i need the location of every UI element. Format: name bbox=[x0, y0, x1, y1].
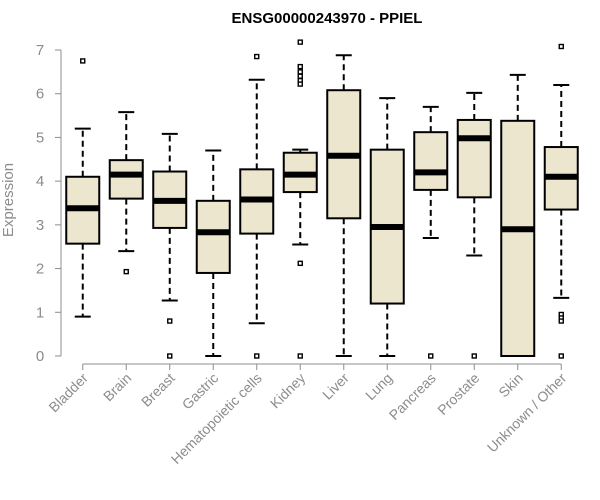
x-tick-label: Gastric bbox=[179, 370, 222, 413]
outlier-point bbox=[428, 353, 434, 359]
box-group bbox=[239, 53, 275, 359]
outlier-point bbox=[167, 353, 173, 359]
outlier-point bbox=[254, 353, 260, 359]
box-group bbox=[152, 132, 188, 359]
box-rect bbox=[456, 118, 492, 199]
box-group bbox=[500, 73, 536, 358]
outlier-point bbox=[297, 260, 303, 267]
y-tick-label: 3 bbox=[36, 217, 44, 234]
y-tick-label: 6 bbox=[36, 86, 44, 103]
box-rect bbox=[500, 119, 536, 358]
x-tick-label: Prostate bbox=[434, 370, 482, 418]
y-tick-label: 5 bbox=[36, 129, 44, 146]
outlier-point bbox=[167, 318, 173, 324]
box-group bbox=[456, 91, 492, 359]
x-tick-label: Brain bbox=[100, 370, 134, 404]
outlier-point bbox=[297, 73, 303, 79]
x-tick-label: Lung bbox=[362, 370, 395, 403]
y-tick-label: 7 bbox=[36, 42, 44, 59]
box-series bbox=[65, 39, 579, 359]
outlier-point bbox=[297, 63, 303, 70]
box-rect bbox=[108, 159, 144, 200]
x-tick-label: Kidney bbox=[267, 370, 309, 412]
x-tick-label: Unknown / Other bbox=[484, 370, 570, 456]
box-group bbox=[282, 39, 318, 359]
box-rect bbox=[195, 199, 231, 274]
outlier-point bbox=[297, 69, 303, 75]
y-axis-label: Expression bbox=[0, 163, 17, 237]
y-tick-label: 2 bbox=[36, 261, 44, 278]
chart-title: ENSG00000243970 - PPIEL bbox=[232, 10, 423, 27]
box-group bbox=[413, 105, 449, 359]
box-group bbox=[195, 149, 231, 357]
x-tick-label: Pancreas bbox=[386, 370, 439, 423]
y-tick-label: 1 bbox=[36, 304, 44, 321]
box-group bbox=[543, 43, 579, 359]
box-group bbox=[65, 58, 101, 318]
outlier-point bbox=[558, 318, 564, 324]
box-group bbox=[326, 54, 362, 357]
outlier-point bbox=[80, 58, 86, 64]
outlier-point bbox=[297, 39, 303, 45]
box-group bbox=[369, 97, 405, 357]
outlier-point bbox=[297, 81, 303, 87]
box-rect bbox=[413, 131, 449, 191]
x-tick-label: Bladder bbox=[45, 370, 91, 416]
outlier-point bbox=[471, 353, 477, 359]
y-axis: 0 1 2 3 4 5 6 7 bbox=[36, 42, 62, 365]
box-group bbox=[108, 111, 144, 275]
outlier-point bbox=[297, 353, 303, 359]
y-tick-label: 0 bbox=[36, 348, 44, 365]
x-tick-label: Skin bbox=[495, 370, 526, 401]
outlier-point bbox=[254, 53, 260, 60]
y-tick-label: 4 bbox=[36, 173, 44, 190]
outlier-point bbox=[558, 353, 564, 359]
outlier-point bbox=[123, 268, 129, 275]
outlier-point bbox=[558, 43, 564, 50]
x-tick-label: Liver bbox=[319, 370, 352, 403]
x-tick-label: Breast bbox=[138, 370, 178, 410]
